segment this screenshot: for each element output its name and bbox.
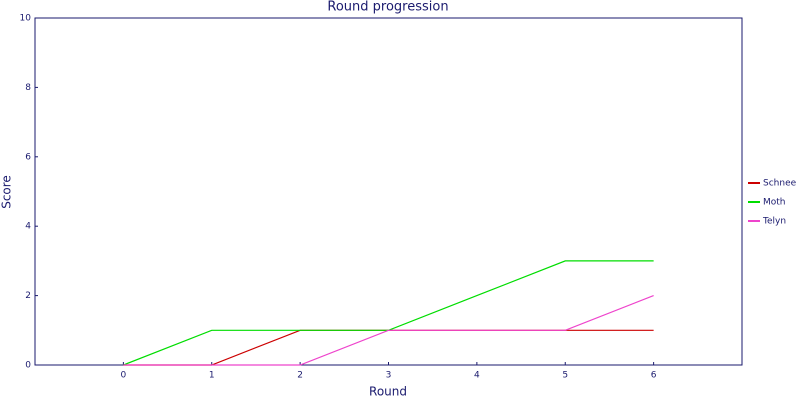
x-tick-label: 6 bbox=[651, 371, 657, 381]
legend-label: Moth bbox=[763, 198, 786, 208]
x-tick-label: 5 bbox=[562, 371, 568, 381]
series-line bbox=[123, 260, 654, 366]
plot-frame bbox=[34, 17, 743, 366]
x-axis-title: Round bbox=[369, 385, 407, 399]
legend-label: Telyn bbox=[762, 217, 786, 227]
x-tick-label: 2 bbox=[297, 371, 303, 381]
y-tick-label: 6 bbox=[25, 152, 31, 162]
legend-label: Schnee bbox=[763, 179, 797, 189]
x-tick-label: 0 bbox=[121, 371, 127, 381]
y-tick-label: 4 bbox=[25, 222, 31, 232]
y-tick-label: 0 bbox=[25, 361, 31, 371]
y-tick-label: 8 bbox=[25, 83, 31, 93]
y-tick-label: 10 bbox=[20, 14, 32, 24]
x-tick-label: 1 bbox=[209, 371, 215, 381]
chart-title: Round progression bbox=[327, 0, 448, 15]
x-tick-label: 3 bbox=[386, 371, 392, 381]
series-line bbox=[123, 329, 654, 366]
y-axis-title: Score bbox=[0, 175, 14, 209]
x-tick-label: 4 bbox=[474, 371, 480, 381]
y-tick-label: 2 bbox=[25, 291, 31, 301]
series-line bbox=[123, 295, 654, 366]
